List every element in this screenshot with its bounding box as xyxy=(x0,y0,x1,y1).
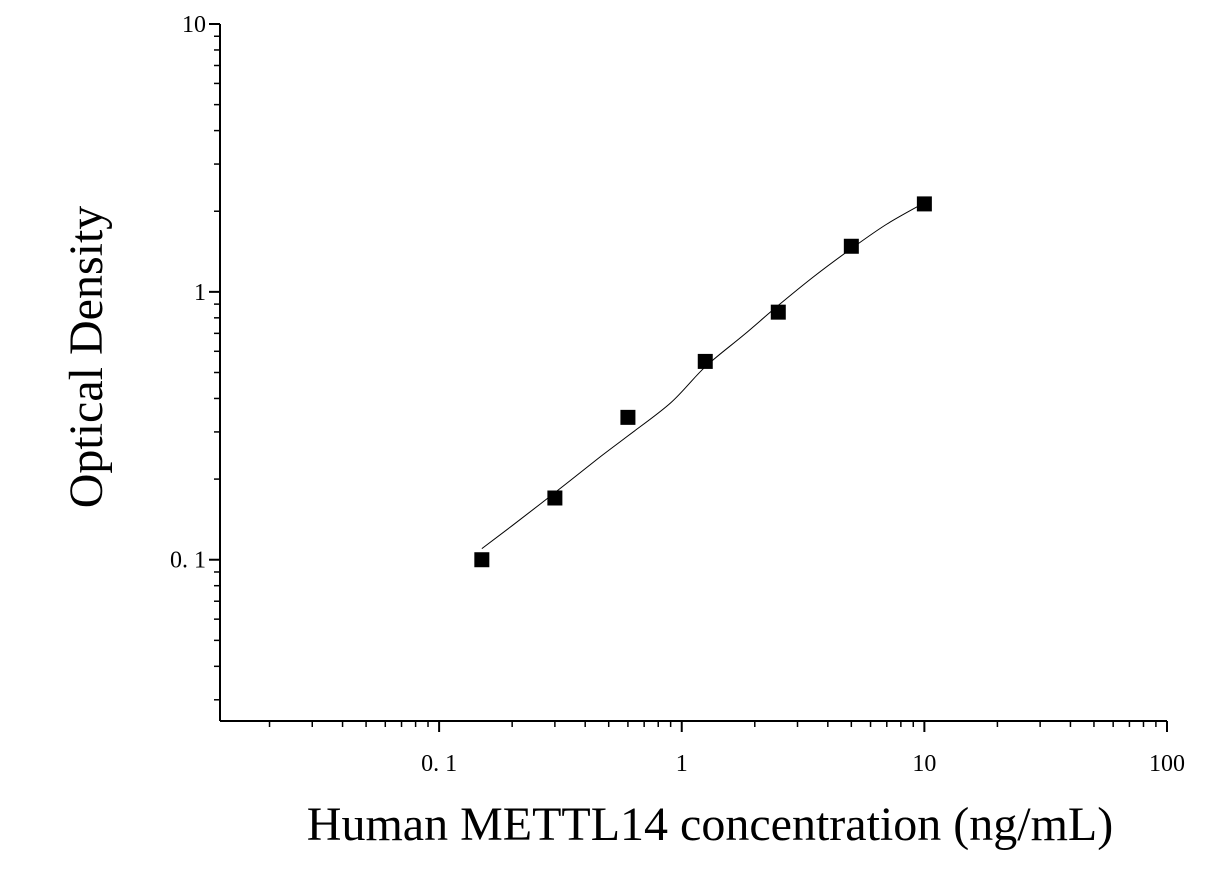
data-point xyxy=(697,353,713,369)
x-tick-label: 10 xyxy=(912,751,936,777)
y-tick-label: 1 xyxy=(194,280,206,306)
data-point xyxy=(843,238,859,254)
x-tick-label: 1 xyxy=(676,751,688,777)
data-points-layer xyxy=(474,196,932,568)
data-point xyxy=(474,552,490,568)
y-axis-title: Optical Density xyxy=(60,206,113,509)
y-tick-label: 10 xyxy=(182,12,206,38)
data-point xyxy=(620,409,636,425)
data-point xyxy=(770,304,786,320)
axes: 0. 1 1 10 100 0. 1 1 10 xyxy=(170,12,1185,777)
x-axis-title: Human METTL14 concentration (ng/mL) xyxy=(307,798,1113,851)
data-point xyxy=(547,490,563,506)
x-tick-label: 100 xyxy=(1149,751,1185,777)
data-point xyxy=(916,196,932,212)
y-tick-label: 0. 1 xyxy=(170,548,206,574)
x-tick-label: 0. 1 xyxy=(421,751,457,777)
